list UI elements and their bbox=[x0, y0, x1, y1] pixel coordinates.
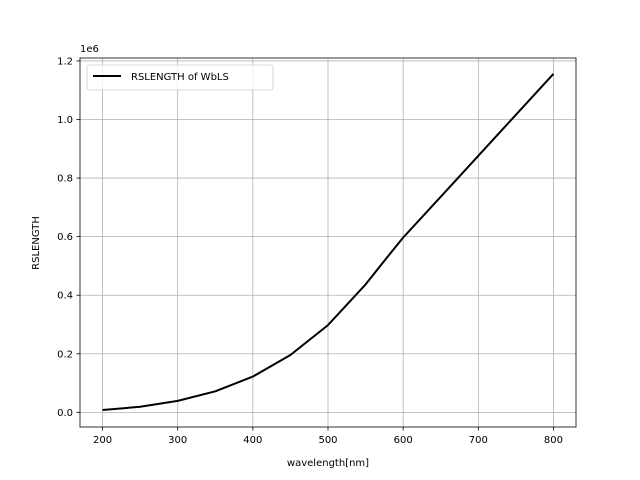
x-axis-label: wavelength[nm] bbox=[287, 458, 369, 469]
y-axis-label: RSLENGTH bbox=[31, 216, 42, 270]
x-tick-label: 700 bbox=[469, 435, 488, 446]
y-tick-label: 1.2 bbox=[57, 56, 73, 67]
y-tick-label: 0.6 bbox=[57, 232, 73, 243]
legend-entry-label: RSLENGTH of WbLS bbox=[131, 72, 229, 83]
y-tick-label: 0.8 bbox=[57, 174, 73, 185]
legend-box bbox=[86, 64, 274, 91]
x-tick-label: 600 bbox=[394, 435, 413, 446]
plot-frame bbox=[79, 57, 577, 428]
x-tick-label: 300 bbox=[168, 435, 187, 446]
grid-lines bbox=[80, 58, 576, 427]
series-line bbox=[102, 73, 555, 411]
x-tick-label: 800 bbox=[544, 435, 563, 446]
legend: RSLENGTH of WbLS bbox=[86, 64, 274, 91]
x-tick-label: 200 bbox=[93, 435, 112, 446]
x-tick-label: 500 bbox=[318, 435, 337, 446]
series-layer bbox=[102, 73, 555, 411]
x-tick-label: 400 bbox=[243, 435, 262, 446]
y-tick-label: 0.4 bbox=[57, 291, 73, 302]
axis-ticks: 200 300 400 500 600 700 800 0.0 0.2 0.4 0.6 0.8 1.0 1… bbox=[57, 56, 563, 446]
y-tick-label: 1.0 bbox=[57, 115, 73, 126]
y-tick-label: 0.0 bbox=[57, 408, 73, 419]
y-offset-text: 1e6 bbox=[80, 44, 99, 55]
y-tick-label: 0.2 bbox=[57, 349, 73, 360]
